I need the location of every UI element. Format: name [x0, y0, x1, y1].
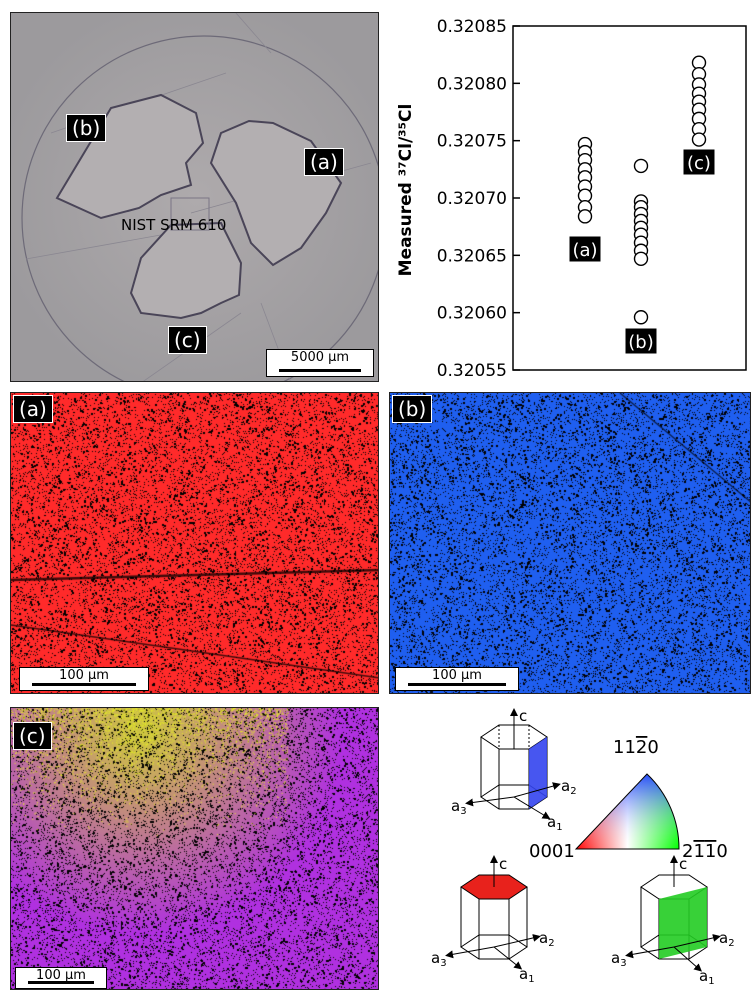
map-b-scalebar: 100 μm — [395, 667, 519, 691]
svg-text:c: c — [499, 855, 507, 873]
svg-text:a3: a3 — [451, 797, 467, 817]
svg-text:a2: a2 — [719, 929, 735, 949]
svg-text:(a): (a) — [572, 240, 597, 261]
mount-outline — [21, 35, 378, 381]
map-tag-c: (c) — [13, 722, 52, 750]
prism-face-blue — [529, 737, 547, 809]
svg-text:a1: a1 — [699, 967, 715, 987]
svg-text:a1: a1 — [519, 965, 535, 985]
y-tick-label: 0.32080 — [437, 74, 507, 94]
y-tick-label: 0.32060 — [437, 304, 507, 324]
optical-micrograph: (b) (a) (c) NIST SRM 610 5000 μm — [10, 12, 379, 382]
y-tick-label: 0.32055 — [437, 361, 507, 381]
y-tick-label: 0.32075 — [437, 132, 507, 152]
y-tick-label: 0.32085 — [437, 17, 507, 37]
hex-prism-blue: c a2 a1 a3 — [451, 707, 577, 833]
chlorine-isotope-chart: 0.32055 0.32060 0.32065 0.32070 0.32075 0.320… — [396, 17, 747, 381]
svg-text:(b): (b) — [628, 332, 653, 353]
fragment-b — [55, 93, 205, 220]
data-point — [633, 251, 649, 266]
y-axis-label: Measured ³⁷Cl/³⁵Cl — [396, 104, 416, 277]
data-point — [633, 158, 649, 174]
map-a-scalebar: 100 μm — [19, 667, 149, 691]
ebsd-map-b: (b) 100 μm — [389, 392, 751, 694]
svg-text:a2: a2 — [561, 777, 577, 797]
y-tick-label: 0.32065 — [437, 246, 507, 266]
data-point — [577, 209, 593, 224]
svg-text:a2: a2 — [539, 929, 555, 949]
data-point — [691, 132, 707, 147]
ipf-color-key — [574, 773, 680, 850]
ipf-corner-right: 2110 — [682, 841, 728, 862]
fragment-c — [129, 221, 243, 320]
series-tag: (a) — [568, 235, 602, 263]
hex-prism-red: c a2 a1 a3 — [431, 855, 555, 985]
plot-frame — [512, 25, 747, 371]
y-tick-label: 0.32070 — [437, 189, 507, 209]
orientation-key: 1120 0001 2110 c a2 a1 a3 c a — [431, 707, 735, 987]
micrograph-tag-c: (c) — [168, 326, 207, 354]
map-tag-b: (b) — [392, 395, 433, 423]
micrograph-tag-a: (a) — [304, 148, 344, 176]
ipf-corner-top: 1120 — [613, 737, 659, 758]
series-tag: (c) — [682, 148, 716, 176]
svg-text:c: c — [679, 855, 687, 873]
micrograph-tag-b: (b) — [66, 114, 107, 142]
svg-text:a3: a3 — [431, 949, 447, 969]
ebsd-map-a: (a) 100 μm — [10, 392, 379, 694]
svg-text:a1: a1 — [547, 813, 563, 833]
svg-text:c: c — [519, 707, 527, 725]
series-tag: (b) — [624, 327, 658, 355]
sample-label: NIST SRM 610 — [121, 216, 227, 234]
svg-text:(c): (c) — [687, 153, 711, 174]
svg-text:a3: a3 — [611, 949, 627, 969]
prism-face-green — [659, 887, 707, 959]
ebsd-map-c: (c) 100 μm — [10, 707, 379, 990]
micrograph-scalebar: 5000 μm — [266, 349, 374, 377]
ipf-corner-left: 0001 — [529, 841, 575, 862]
map-tag-a: (a) — [13, 395, 53, 423]
data-point — [633, 310, 649, 325]
hex-prism-green: c a2 a1 a3 — [611, 855, 735, 987]
map-c-scalebar: 100 μm — [15, 967, 107, 989]
